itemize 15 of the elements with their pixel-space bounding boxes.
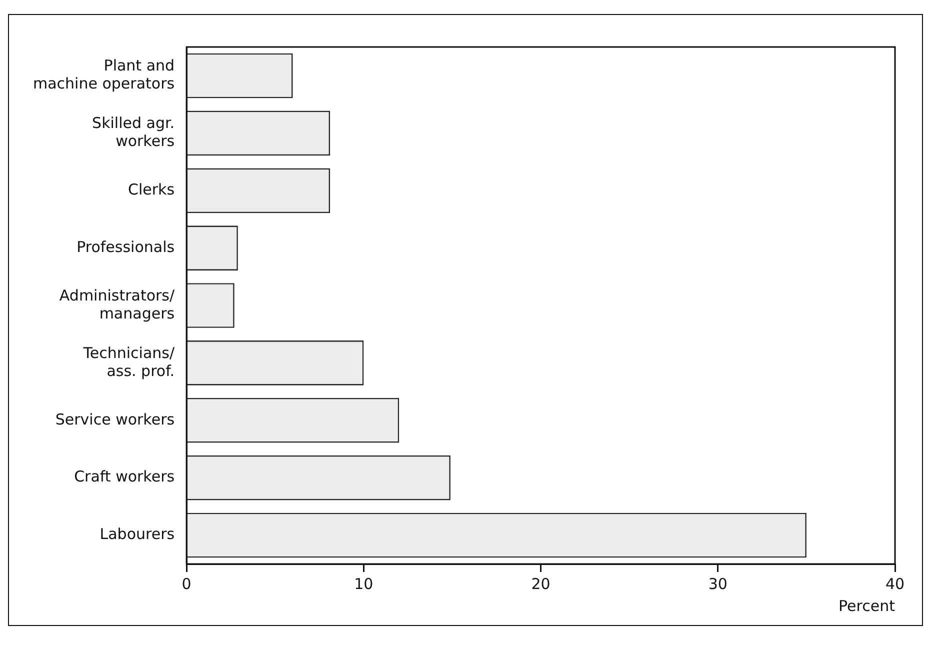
x-tick-label: 10 [354,574,374,593]
y-tick-label: Skilled agr. workers [92,114,175,150]
x-tick-label: 20 [531,574,550,593]
y-tick-label: Clerks [128,180,175,198]
x-axis-title: Percent [838,596,896,615]
y-tick-label: Administrators/ managers [59,286,176,322]
x-tick-label: 30 [708,574,728,593]
y-tick-label: Service workers [55,410,175,428]
y-tick-label: Labourers [100,525,175,544]
y-tick-label: Plant and machine operators [32,56,175,93]
y-tick-label: Technicians/ ass. prof. [82,344,176,380]
y-tick-label: Professionals [76,238,175,256]
x-tick-label: 0 [182,574,192,593]
x-tick-label: 40 [885,574,905,593]
y-tick-label: Craft workers [74,468,175,486]
